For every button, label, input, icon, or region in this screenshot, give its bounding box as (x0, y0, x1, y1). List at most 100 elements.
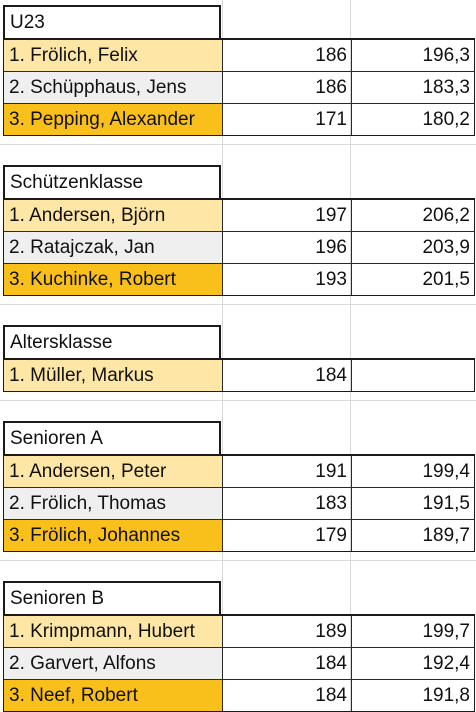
table-row[interactable]: 2. Ratajczak, Jan 196 203,9 (4, 231, 474, 263)
total-text: 189,7 (422, 525, 470, 546)
gridline (350, 0, 351, 711)
group-altersklasse: Altersklasse 1. Müller, Markus 184 (0, 325, 476, 392)
name-cell[interactable]: 3. Kuchinke, Robert (4, 264, 223, 295)
table-row[interactable]: 1. Frölich, Felix 186 196,3 (4, 40, 474, 71)
table-row[interactable]: 3. Kuchinke, Robert 193 201,5 (4, 263, 474, 295)
score-cell[interactable]: 193 (223, 264, 352, 295)
group-header[interactable]: Senioren A (3, 421, 221, 456)
score-text: 183 (315, 493, 347, 514)
score-text: 196 (315, 237, 347, 258)
score-text: 171 (315, 109, 347, 130)
name-text: 1. Krimpmann, Hubert (9, 621, 195, 642)
total-text: 191,5 (422, 493, 470, 514)
score-cell[interactable]: 191 (223, 456, 352, 487)
table-row[interactable]: 3. Neef, Robert 184 191,8 (4, 679, 474, 711)
name-cell[interactable]: 2. Schüpphaus, Jens (4, 72, 223, 103)
table-row[interactable]: 2. Schüpphaus, Jens 186 183,3 (4, 71, 474, 103)
name-cell[interactable]: 3. Pepping, Alexander (4, 104, 223, 135)
total-cell[interactable] (352, 360, 474, 391)
group-schuetzenklasse: Schützenklasse 1. Andersen, Björn 197 20… (0, 165, 476, 296)
name-text: 1. Frölich, Felix (9, 45, 138, 66)
score-text: 184 (315, 653, 347, 674)
total-cell[interactable]: 206,2 (352, 200, 474, 231)
table-row[interactable]: 3. Pepping, Alexander 171 180,2 (4, 103, 474, 135)
total-text: 183,3 (422, 77, 470, 98)
total-text: 206,2 (422, 205, 470, 226)
gridline (0, 144, 476, 145)
score-cell[interactable]: 189 (223, 616, 352, 647)
score-cell[interactable]: 171 (223, 104, 352, 135)
total-text: 192,4 (422, 653, 470, 674)
score-cell[interactable]: 184 (223, 648, 352, 679)
score-cell[interactable]: 186 (223, 40, 352, 71)
name-cell[interactable]: 1. Frölich, Felix (4, 40, 223, 71)
score-text: 189 (315, 621, 347, 642)
table-row[interactable]: 1. Andersen, Peter 191 199,4 (4, 456, 474, 487)
name-cell[interactable]: 1. Krimpmann, Hubert (4, 616, 223, 647)
group-title: Schützenklasse (10, 172, 144, 193)
table-row[interactable]: 1. Krimpmann, Hubert 189 199,7 (4, 616, 474, 647)
name-cell[interactable]: 2. Frölich, Thomas (4, 488, 223, 519)
name-cell[interactable]: 2. Ratajczak, Jan (4, 232, 223, 263)
score-text: 186 (315, 45, 347, 66)
total-cell[interactable]: 191,5 (352, 488, 474, 519)
score-cell[interactable]: 196 (223, 232, 352, 263)
table-row[interactable]: 3. Frölich, Johannes 179 189,7 (4, 519, 474, 551)
name-cell[interactable]: 3. Frölich, Johannes (4, 520, 223, 551)
total-cell[interactable]: 199,7 (352, 616, 474, 647)
results-table: 1. Frölich, Felix 186 196,3 2. Schüpphau… (3, 38, 475, 136)
total-cell[interactable]: 196,3 (352, 40, 474, 71)
group-header[interactable]: U23 (3, 5, 221, 40)
group-title: Senioren B (10, 588, 105, 609)
score-cell[interactable]: 179 (223, 520, 352, 551)
name-cell[interactable]: 1. Müller, Markus (4, 360, 223, 391)
name-cell[interactable]: 1. Andersen, Björn (4, 200, 223, 231)
score-text: 193 (315, 269, 347, 290)
group-header[interactable]: Schützenklasse (3, 165, 221, 200)
name-text: 1. Müller, Markus (9, 365, 154, 386)
group-u23: U23 1. Frölich, Felix 186 196,3 2. Schüp… (0, 5, 476, 136)
score-text: 186 (315, 77, 347, 98)
total-cell[interactable]: 203,9 (352, 232, 474, 263)
score-cell[interactable]: 184 (223, 360, 352, 391)
total-text: 180,2 (422, 109, 470, 130)
name-text: 2. Ratajczak, Jan (9, 237, 155, 258)
total-cell[interactable]: 201,5 (352, 264, 474, 295)
score-cell[interactable]: 197 (223, 200, 352, 231)
group-title: Altersklasse (10, 332, 113, 353)
gridline (0, 560, 476, 561)
table-row[interactable]: 1. Andersen, Björn 197 206,2 (4, 200, 474, 231)
name-text: 3. Kuchinke, Robert (9, 269, 176, 290)
name-cell[interactable]: 3. Neef, Robert (4, 680, 223, 711)
name-text: 1. Andersen, Björn (9, 205, 166, 226)
total-cell[interactable]: 199,4 (352, 456, 474, 487)
score-cell[interactable]: 186 (223, 72, 352, 103)
results-table: 1. Andersen, Peter 191 199,4 2. Frölich,… (3, 454, 475, 552)
group-header[interactable]: Senioren B (3, 581, 221, 616)
group-senioren-b: Senioren B 1. Krimpmann, Hubert 189 199,… (0, 581, 476, 712)
total-cell[interactable]: 189,7 (352, 520, 474, 551)
total-cell[interactable]: 192,4 (352, 648, 474, 679)
score-text: 184 (315, 685, 347, 706)
name-cell[interactable]: 2. Garvert, Alfons (4, 648, 223, 679)
table-row[interactable]: 2. Garvert, Alfons 184 192,4 (4, 647, 474, 679)
name-text: 2. Schüpphaus, Jens (9, 77, 187, 98)
group-header[interactable]: Altersklasse (3, 325, 221, 360)
score-text: 191 (315, 461, 347, 482)
score-cell[interactable]: 184 (223, 680, 352, 711)
results-table: 1. Krimpmann, Hubert 189 199,7 2. Garver… (3, 614, 475, 712)
group-title: U23 (10, 12, 45, 33)
score-cell[interactable]: 183 (223, 488, 352, 519)
name-cell[interactable]: 1. Andersen, Peter (4, 456, 223, 487)
table-row[interactable]: 1. Müller, Markus 184 (4, 360, 474, 391)
total-cell[interactable]: 180,2 (352, 104, 474, 135)
name-text: 3. Neef, Robert (9, 685, 138, 706)
total-text: 199,7 (422, 621, 470, 642)
total-cell[interactable]: 191,8 (352, 680, 474, 711)
total-cell[interactable]: 183,3 (352, 72, 474, 103)
table-row[interactable]: 2. Frölich, Thomas 183 191,5 (4, 487, 474, 519)
results-table: 1. Andersen, Björn 197 206,2 2. Ratajcza… (3, 198, 475, 296)
total-text: 196,3 (422, 45, 470, 66)
name-text: 3. Pepping, Alexander (9, 109, 195, 130)
